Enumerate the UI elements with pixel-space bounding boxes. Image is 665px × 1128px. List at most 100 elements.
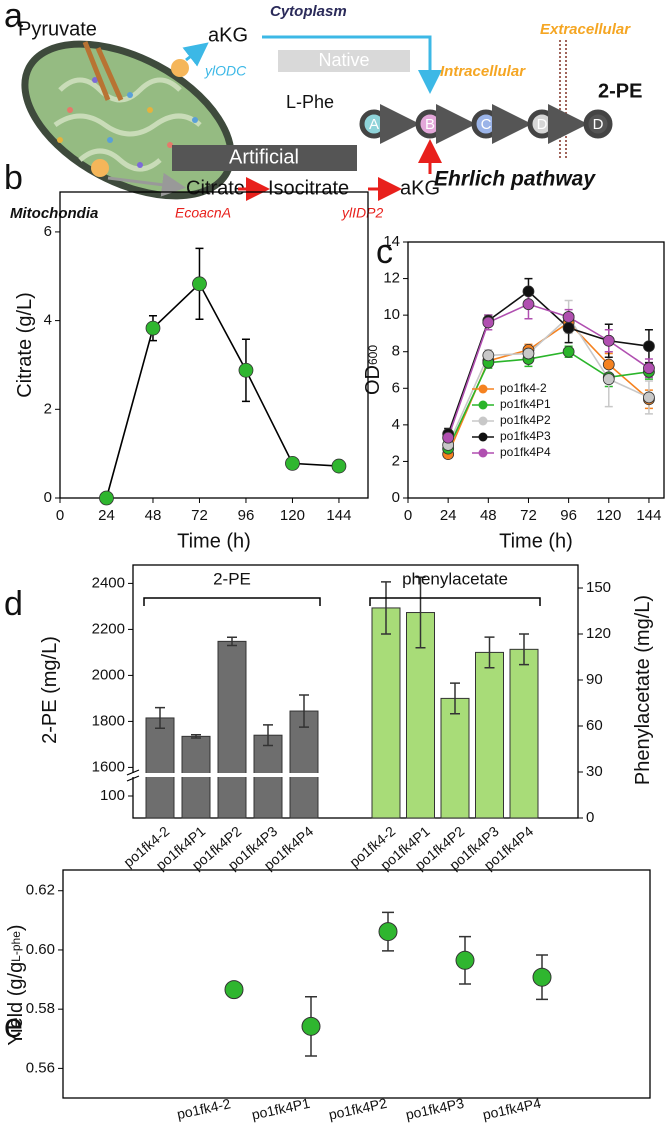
- native-route: [262, 35, 442, 94]
- marker: [331, 458, 347, 474]
- marker: [285, 456, 300, 471]
- akg: aKG: [400, 177, 440, 199]
- series-line: [105, 282, 339, 499]
- legend-marker: [478, 400, 488, 410]
- y-tick-label: 2000: [92, 666, 125, 683]
- error-bar: [484, 636, 495, 669]
- group-bracket: [369, 597, 541, 606]
- axis-break: [125, 773, 340, 777]
- subscript: L-phe: [9, 931, 23, 962]
- isocitrate: Isocitrate: [268, 177, 349, 199]
- marker: [562, 322, 575, 334]
- transporter: [171, 59, 189, 77]
- marker: [643, 340, 655, 353]
- node-label: A: [369, 116, 379, 133]
- panel-a: a Pyruvate aKG ylODC Cytoplasm Native Ex…: [4, 0, 642, 222]
- x-tick-label: 96: [560, 507, 577, 524]
- node-label: D: [537, 116, 548, 133]
- artificial-box: [172, 145, 357, 171]
- native: Native: [318, 50, 369, 70]
- y-tick-label: 1800: [92, 712, 125, 729]
- y-tick-label: 2400: [92, 574, 125, 591]
- label-text: Yield (g/g: [5, 962, 27, 1046]
- y-tick-label: 8: [392, 343, 400, 360]
- y-tick-label: 0: [44, 489, 52, 506]
- y-tick-label: 60: [586, 717, 603, 734]
- y-tick-label: 0.58: [26, 1000, 55, 1017]
- group-label: phenylacetate: [402, 569, 508, 588]
- plot-frame: [132, 564, 579, 819]
- y-tick-label: 0.62: [26, 882, 55, 899]
- native-box: [278, 50, 410, 72]
- error-bar: [519, 633, 529, 666]
- y-axis-label: Phenylacetate (mg/L): [632, 595, 654, 785]
- error-bar: [263, 724, 273, 747]
- marker: [602, 373, 615, 386]
- y-tick-label: 1600: [92, 758, 125, 775]
- marker: [145, 320, 161, 336]
- uptake-arrow: [82, 41, 111, 101]
- extracellular: Extracellular: [540, 21, 631, 38]
- arrow: [182, 42, 209, 67]
- x-tick-label: 72: [191, 507, 208, 524]
- legend-label: po1fk4-2: [500, 381, 547, 395]
- enzyme: ylODC: [204, 63, 247, 79]
- marker: [522, 298, 535, 311]
- marker: [562, 345, 575, 358]
- label-text: Phenylacetate (mg/L): [632, 595, 654, 785]
- arrow: [107, 172, 186, 197]
- y-tick-label: 6: [44, 223, 52, 240]
- label-text: OD: [362, 365, 384, 395]
- subscript: 600: [366, 345, 380, 365]
- bar: [371, 607, 401, 819]
- pathway-name: Ehrlich pathway: [434, 168, 596, 191]
- series-line: [447, 315, 650, 446]
- artificial: Artificial: [229, 146, 299, 168]
- uptake-arrow: [95, 46, 124, 102]
- y-tick-label: 4: [44, 312, 52, 329]
- pyruvate: Pyruvate: [18, 18, 97, 40]
- bar: [440, 697, 470, 819]
- error-bar: [155, 706, 165, 730]
- y-tick-label: 30: [586, 763, 603, 780]
- series-line: [447, 350, 650, 449]
- legend-label: po1fk4P1: [500, 397, 551, 411]
- y-tick-label: 6: [392, 379, 400, 396]
- series-line: [447, 303, 650, 438]
- legend-marker: [478, 448, 488, 458]
- group-label: 2-PE: [213, 569, 251, 588]
- akg: aKG: [208, 24, 248, 46]
- x-tick-label: 72: [520, 507, 537, 524]
- legend-marker: [478, 416, 488, 426]
- marker: [482, 316, 495, 329]
- x-tick-label: po1fk4-2: [175, 1095, 232, 1122]
- label-text: Citrate (g/L): [14, 292, 36, 398]
- panel-label: a: [4, 0, 23, 35]
- marker: [301, 1016, 321, 1036]
- legend-marker: [478, 384, 488, 394]
- x-tick-label: 120: [596, 507, 621, 524]
- y-tick-label: 14: [383, 233, 400, 250]
- enzyme: EcoacnA: [175, 205, 231, 221]
- x-tick-label: po1fk4P2: [327, 1095, 388, 1123]
- error-bar: [450, 682, 460, 715]
- y-axis-label: OD600: [362, 345, 384, 395]
- marker: [192, 276, 207, 292]
- error-bar: [299, 694, 309, 728]
- x-tick-label: 120: [280, 507, 305, 524]
- marker: [602, 358, 615, 371]
- bar: [217, 640, 247, 819]
- x-tick-label: po1fk4P4: [481, 1095, 542, 1123]
- error-bar: [191, 733, 201, 739]
- error-bar: [415, 576, 426, 649]
- marker: [532, 967, 552, 987]
- y-axis-label: Citrate (g/L): [14, 292, 36, 398]
- y-tick-label: 0.56: [26, 1059, 55, 1076]
- y-tick-label: 10: [383, 306, 400, 323]
- marker: [562, 311, 575, 323]
- bar: [145, 717, 175, 819]
- x-tick-label: 144: [326, 507, 351, 524]
- error-bar: [381, 581, 391, 635]
